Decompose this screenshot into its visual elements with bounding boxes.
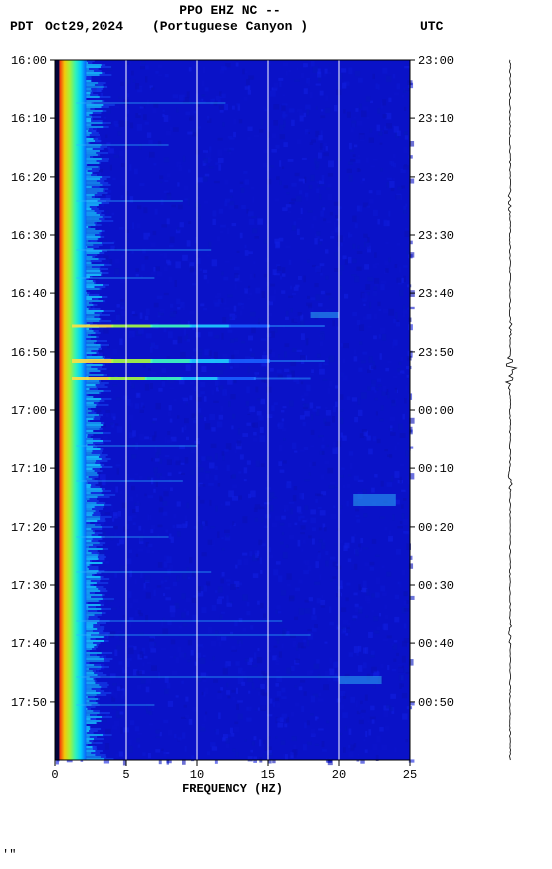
x-tick-label: 25 [403, 768, 417, 782]
left-time-label: 17:00 [11, 404, 47, 418]
left-time-label: 16:40 [11, 287, 47, 301]
right-time-label: 23:20 [418, 171, 454, 185]
x-axis-title: FREQUENCY (HZ) [182, 782, 283, 796]
right-time-label: 00:30 [418, 579, 454, 593]
left-time-label: 16:50 [11, 346, 47, 360]
left-time-label: 17:50 [11, 696, 47, 710]
amplitude-trace [506, 60, 517, 760]
left-time-label: 17:30 [11, 579, 47, 593]
right-time-label: 00:50 [418, 696, 454, 710]
x-tick-label: 0 [51, 768, 58, 782]
right-time-label: 00:40 [418, 637, 454, 651]
left-time-label: 16:20 [11, 171, 47, 185]
x-tick-label: 20 [332, 768, 346, 782]
right-time-label: 23:00 [418, 54, 454, 68]
right-time-label: 23:50 [418, 346, 454, 360]
spectrogram-figure: PPO EHZ NC --(Portuguese Canyon ) PDT Oct2… [0, 0, 552, 864]
right-time-label: 23:30 [418, 229, 454, 243]
footer-mark: '" [2, 848, 16, 862]
left-time-label: 17:40 [11, 637, 47, 651]
left-time-label: 16:30 [11, 229, 47, 243]
left-tz-label: PDT [10, 19, 34, 34]
right-time-label: 23:40 [418, 287, 454, 301]
left-time-label: 16:00 [11, 54, 47, 68]
right-time-label: 23:10 [418, 112, 454, 126]
x-tick-label: 10 [190, 768, 204, 782]
x-tick-label: 15 [261, 768, 275, 782]
left-time-label: 16:10 [11, 112, 47, 126]
left-time-label: 17:20 [11, 521, 47, 535]
station-name: (Portuguese Canyon ) [152, 19, 308, 34]
station-code: PPO EHZ NC -- [179, 3, 280, 18]
right-tz-label: UTC [420, 19, 444, 34]
right-time-label: 00:20 [418, 521, 454, 535]
low-freq-band [59, 60, 86, 760]
right-time-label: 00:10 [418, 462, 454, 476]
right-time-label: 00:00 [418, 404, 454, 418]
left-time-label: 17:10 [11, 462, 47, 476]
date-label: Oct29,2024 [45, 19, 123, 34]
x-tick-label: 5 [122, 768, 129, 782]
